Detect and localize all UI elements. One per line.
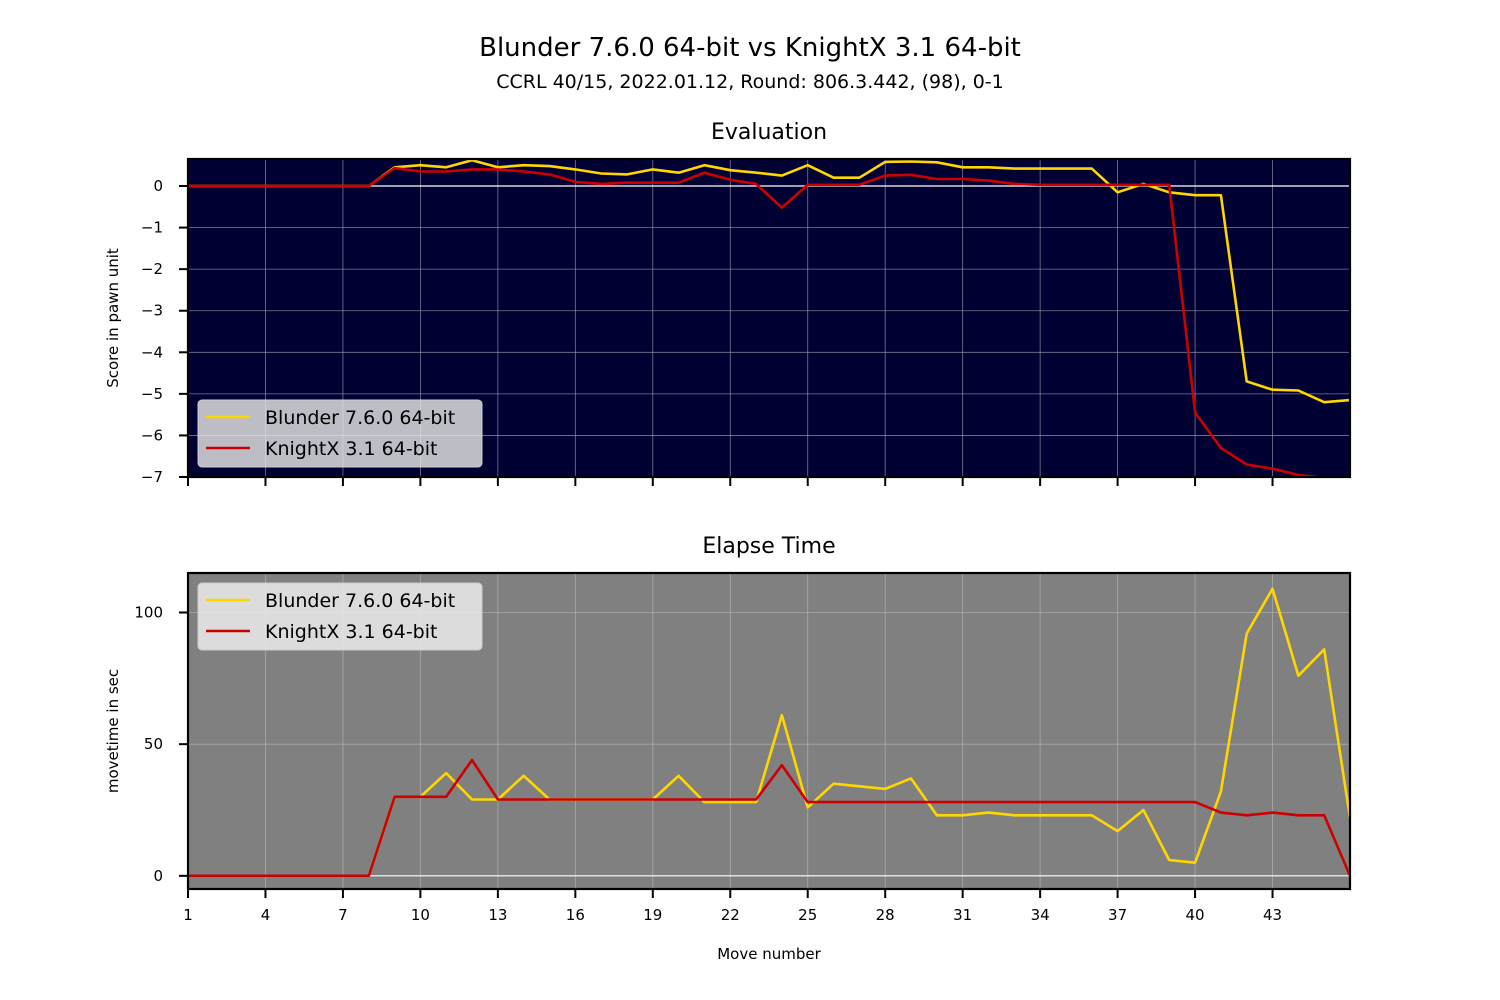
y-tick-label: −6	[141, 426, 163, 444]
figure-subtitle: CCRL 40/15, 2022.01.12, Round: 806.3.442…	[496, 71, 1004, 93]
x-tick-label: 22	[721, 906, 740, 924]
legend-label-0: Blunder 7.6.0 64-bit	[265, 407, 455, 429]
x-axis-label: Move number	[717, 945, 821, 963]
y-tick-label: −1	[141, 219, 163, 237]
x-tick-label: 1	[183, 906, 193, 924]
y-axis-label: Score in pawn unit	[104, 248, 122, 388]
legend-label-0: Blunder 7.6.0 64-bit	[265, 590, 455, 612]
y-tick-label: −5	[141, 385, 163, 403]
x-tick-label: 31	[953, 906, 972, 924]
x-tick-label: 37	[1108, 906, 1127, 924]
x-tick-label: 4	[261, 906, 271, 924]
legend-label-1: KnightX 3.1 64-bit	[265, 621, 437, 643]
x-tick-label: 40	[1186, 906, 1205, 924]
y-tick-label: −4	[141, 343, 163, 361]
x-tick-label: 7	[338, 906, 348, 924]
chart-title: Elapse Time	[702, 534, 835, 559]
plot-frame	[186, 157, 1352, 479]
series-line-1	[188, 166, 1350, 477]
figure-title: Blunder 7.6.0 64-bit vs KnightX 3.1 64-b…	[479, 33, 1021, 63]
y-axis-label: movetime in sec	[104, 669, 122, 793]
x-tick-label: 25	[798, 906, 817, 924]
x-tick-label: 16	[566, 906, 585, 924]
x-tick-label: 28	[876, 906, 895, 924]
x-tick-label: 13	[488, 906, 507, 924]
legend: Blunder 7.6.0 64-bit KnightX 3.1 64-bit	[197, 399, 483, 468]
legend-label-1: KnightX 3.1 64-bit	[265, 438, 437, 460]
y-tick-label: −3	[141, 302, 163, 320]
legend-box	[197, 399, 483, 468]
series-line-1	[188, 758, 1350, 878]
plot-frame	[186, 571, 1352, 891]
chart-title: Evaluation	[711, 120, 827, 145]
legend-box	[197, 582, 483, 651]
legend: Blunder 7.6.0 64-bit KnightX 3.1 64-bit	[197, 582, 483, 651]
y-tick-label: 0	[153, 177, 163, 195]
x-tick-label: 43	[1263, 906, 1282, 924]
chart-panel-1: Elapse Time 1 4 7 10 13 16 19 22 25 28 31 34 37 40 43 0 5…	[104, 534, 1352, 963]
y-tick-label: 100	[134, 604, 163, 622]
x-tick-label: 19	[643, 906, 662, 924]
y-tick-label: 0	[153, 867, 163, 885]
y-tick-label: −2	[141, 260, 163, 278]
y-tick-label: −7	[141, 468, 163, 486]
x-tick-label: 34	[1031, 906, 1050, 924]
x-tick-label: 10	[411, 906, 430, 924]
chart-panel-0: Evaluation 0 −1 −2 −3 −4 −5 −6 −7 Score in pawn u…	[104, 120, 1352, 486]
y-tick-label: 50	[144, 735, 163, 753]
